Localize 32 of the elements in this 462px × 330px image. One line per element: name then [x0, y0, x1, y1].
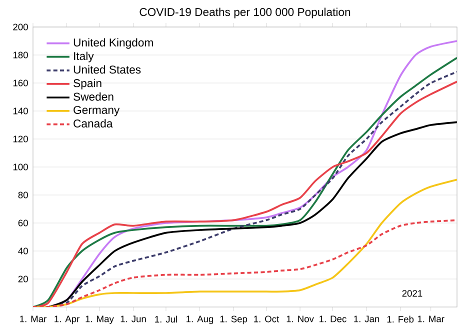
legend-label: Sweden	[74, 92, 114, 101]
y-tick-label: 60	[18, 220, 28, 226]
x-tick-label: 1. Sep	[220, 316, 248, 324]
x-tick-label: 1. May	[86, 316, 114, 324]
x-tick-label: 1. Jul	[155, 316, 177, 323]
y-tick-label: 40	[18, 248, 28, 254]
y-tick-label: 100	[13, 164, 28, 170]
y-tick-label: 180	[13, 52, 28, 58]
legend-label: Canada	[74, 119, 113, 128]
x-tick-label: 1. Oct	[254, 316, 280, 322]
x-tick-label: 1. Feb	[387, 316, 414, 323]
x-tick-label: 1. Aug	[186, 316, 214, 324]
y-tick-label: 80	[18, 192, 28, 198]
legend-label: United Kingdom	[74, 38, 153, 49]
legend-label: Italy	[74, 52, 94, 62]
y-tick-label: 160	[13, 80, 28, 86]
y-tick-label: 120	[13, 136, 28, 142]
legend-label: Germany	[74, 106, 120, 116]
chart-title: COVID-19 Deaths per 100 000 Population	[140, 8, 350, 18]
legend-label: United States	[74, 65, 141, 74]
legend-label: Spain	[74, 78, 102, 90]
x-tick-label: 1. Mar	[418, 316, 444, 322]
x-tick-label: 1. Jan	[354, 316, 380, 322]
x-tick-label: 1. Nov	[286, 316, 314, 322]
y-tick-label: 20	[18, 276, 28, 282]
x-tick-label: 1. Dec	[320, 316, 346, 322]
y-tick-label: 200	[13, 24, 28, 30]
x-tick-label: 1. Mar	[20, 316, 46, 322]
x-tick-label: 1. Jun	[120, 316, 146, 322]
annotation: 2021	[402, 290, 422, 297]
y-tick-label: 140	[13, 108, 28, 114]
x-tick-label: 1. Apr	[54, 316, 80, 324]
